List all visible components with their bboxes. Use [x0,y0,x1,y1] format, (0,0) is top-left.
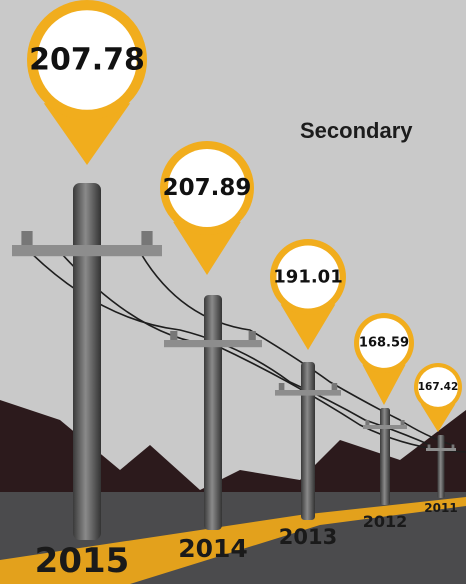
value-label: 191.01 [273,267,342,288]
insulator [170,331,178,340]
pin-face [359,318,409,368]
crossarm [275,390,341,396]
crossarm [12,245,162,257]
pole [380,408,390,505]
year-label: 2013 [279,525,337,549]
insulator [365,420,370,425]
year-label: 2015 [35,541,130,581]
pole [73,183,101,540]
crossarm [164,340,262,348]
year-label: 2014 [178,534,248,563]
insulator [21,231,33,245]
pin [43,103,131,165]
value-label: 207.89 [163,175,252,201]
value-label: 207.78 [29,43,145,78]
insulator [278,383,285,390]
pin [362,364,406,405]
crossarm [363,425,407,429]
pin-face [167,148,247,228]
pin-face [418,367,458,407]
pin [280,304,336,350]
pin [420,404,456,432]
insulator [331,383,338,390]
value-label: 167.42 [418,381,459,393]
insulator [427,444,431,448]
insulator [451,444,455,448]
pole [437,435,445,498]
value-label: 168.59 [359,336,409,351]
title: Secondary [300,118,413,143]
year-label: 2011 [424,501,457,515]
crossarm [426,448,456,451]
pin-face [37,10,137,110]
pin [173,221,241,275]
insulator [400,420,405,425]
pole [301,362,315,520]
pole [204,295,222,530]
road-stripe [0,497,466,584]
wires [29,251,466,453]
year-label: 2012 [363,512,408,531]
insulator [248,331,256,340]
insulator [141,231,153,245]
pin-face [276,245,340,309]
